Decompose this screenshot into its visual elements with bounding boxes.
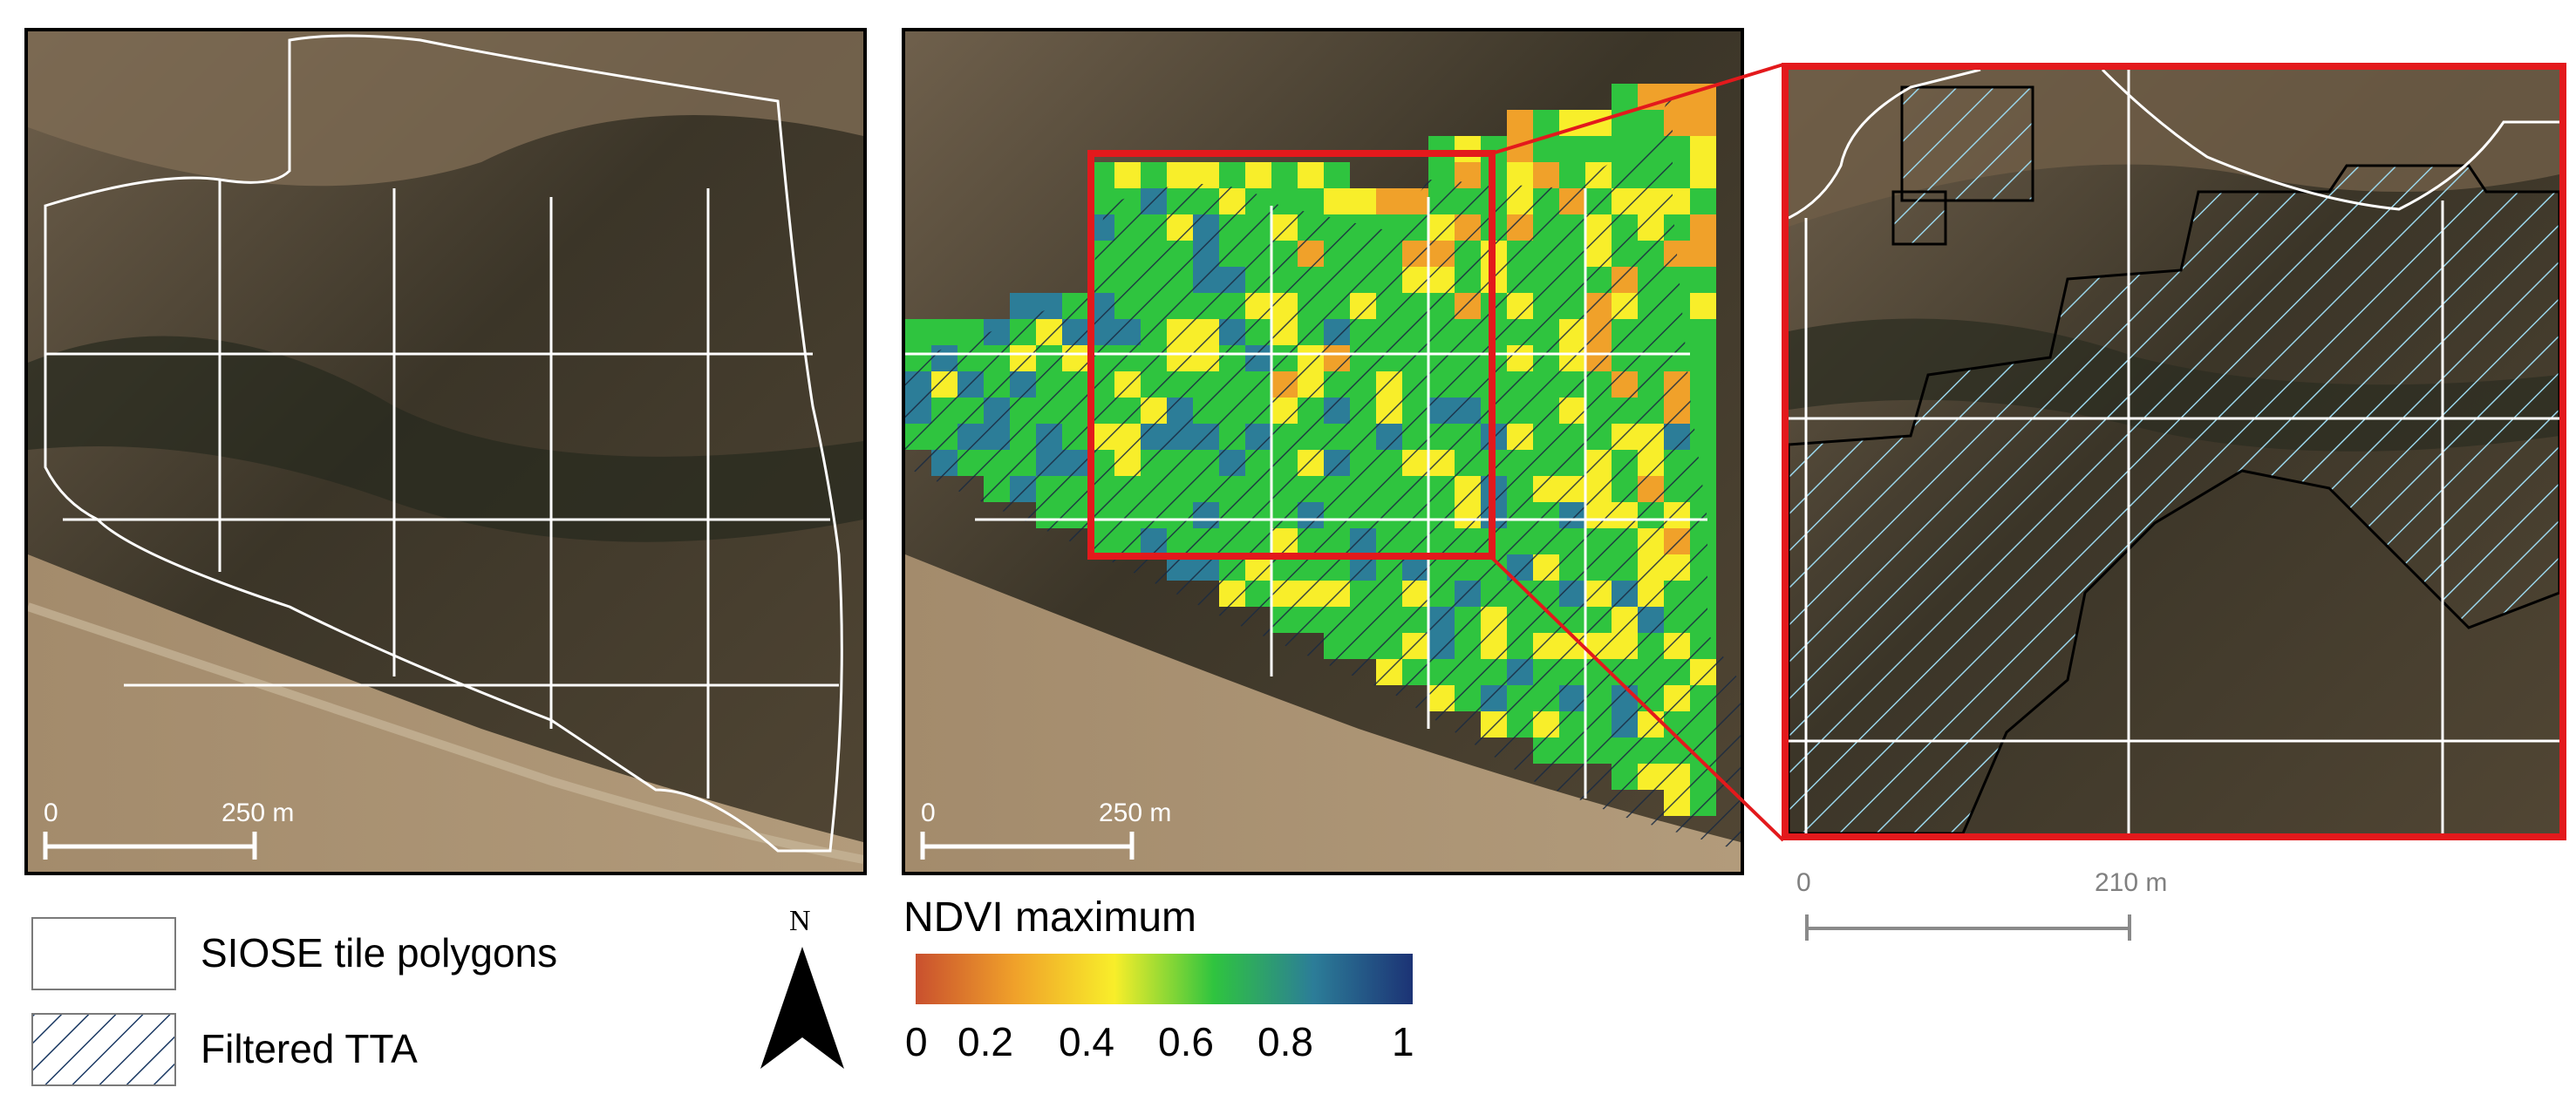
ndvi-cell [1690,188,1716,214]
ndvi-cell [1507,110,1533,136]
ndvi-cell [1167,162,1193,188]
ndvi-cell [905,319,931,345]
ndvi-cell [1376,188,1402,214]
ndvi-tick-label: 0.6 [1158,1019,1214,1064]
scale-zero-label: 0 [921,799,936,827]
satellite-map-panel: 0 250 m [24,28,867,875]
scale-distance-label: 250 m [1099,799,1172,827]
ndvi-cell [1690,345,1716,371]
ndvi-cell [1559,110,1585,136]
ndvi-cell [1219,162,1245,188]
ndvi-cell [1612,84,1638,110]
ndvi-cell [1507,136,1533,162]
ndvi-cell [1533,162,1559,188]
ndvi-cell [1298,162,1324,188]
tta-legend-swatch [31,1013,176,1086]
ndvi-cell [1114,162,1141,188]
filtered-tta-hatch [1789,164,2559,833]
ndvi-cell [1690,110,1716,136]
scale-distance-label: 250 m [221,799,295,827]
ndvi-cell [1690,84,1716,110]
ndvi-cell [1690,241,1716,267]
ndvi-map-panel: 0 250 m [902,28,1744,875]
zoom-extent-box [1087,150,1496,560]
ndvi-cell [1638,84,1664,110]
ndvi-cell [1690,398,1716,424]
ndvi-tick-label: 0.8 [1257,1019,1313,1064]
ndvi-cell [1612,110,1638,136]
ndvi-cell [1690,371,1716,398]
ndvi-cell [1324,162,1350,188]
siose-legend-swatch [31,917,176,990]
ndvi-cell [1533,136,1559,162]
tta-legend-label: Filtered TTA [201,1026,418,1071]
zoom-scale-distance-label: 210 m [2095,868,2168,897]
north-arrow-icon [760,947,844,1069]
ndvi-cell [1690,214,1716,241]
ndvi-legend-title: NDVI maximum [903,894,1197,941]
ndvi-tick-label: 1 [1392,1019,1414,1064]
ndvi-cell [1585,110,1612,136]
ndvi-cell [1193,162,1219,188]
ndvi-cell [1690,319,1716,345]
ndvi-tick-label: 0.2 [957,1019,1013,1064]
ndvi-colorbar [916,954,1413,1004]
ndvi-cell [1690,162,1716,188]
ndvi-cell [1245,162,1271,188]
ndvi-cell [1533,110,1559,136]
ndvi-cell [1350,188,1376,214]
north-label: N [789,905,811,937]
ndvi-cell [1690,136,1716,162]
zoom-scale-bar [1805,914,2131,941]
siose-tile-polygons [44,34,843,853]
ndvi-cell [1690,267,1716,293]
ndvi-tick-label: 0.4 [1059,1019,1114,1064]
ndvi-cell [1507,162,1533,188]
ndvi-tick-label: 0 [905,1019,928,1064]
siose-legend-label: SIOSE tile polygons [201,930,558,975]
ndvi-cell [1690,293,1716,319]
ndvi-cell [1455,136,1481,162]
scale-zero-label: 0 [44,799,58,827]
zoom-detail-panel [1782,63,2566,840]
zoom-scale-zero-label: 0 [1796,868,1811,897]
ndvi-cell [1010,293,1036,319]
ndvi-cell [1324,188,1350,214]
ndvi-cell [1141,162,1167,188]
ndvi-cell [1585,136,1612,162]
ndvi-cell [1559,136,1585,162]
ndvi-cell [1428,136,1455,162]
ndvi-cell [931,319,957,345]
ndvi-cell [1298,188,1324,214]
ndvi-cell [1271,162,1298,188]
